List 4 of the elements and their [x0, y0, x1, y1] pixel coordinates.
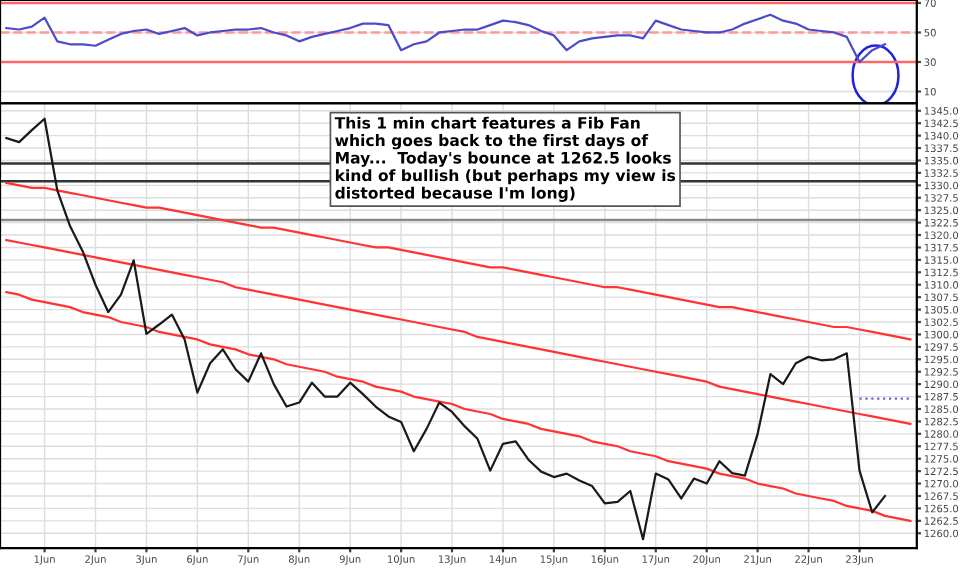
line-series — [5, 291, 912, 522]
line-series — [5, 117, 887, 541]
line-series — [5, 181, 912, 341]
line-series — [5, 238, 912, 426]
